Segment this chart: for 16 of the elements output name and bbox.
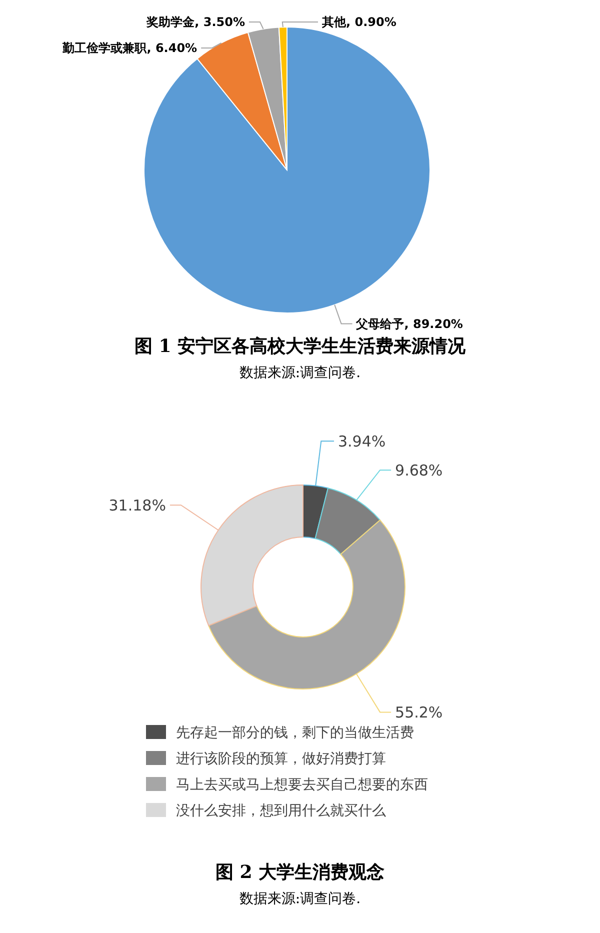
slice-label: 奖助学金, 3.50% xyxy=(146,15,245,30)
slice-label: 勤工俭学或兼职, 6.40% xyxy=(62,41,198,56)
slice-label: 其他, 0.90% xyxy=(321,15,396,30)
text: 图 2 大学生消费观念 xyxy=(215,862,385,883)
legend-label: 进行该阶段的预算，做好消费打算 xyxy=(176,750,386,767)
legend-label: 马上去买或马上想要去买自己想要的东西 xyxy=(176,776,428,793)
legend-label: 没什么安排，想到用什么就买什么 xyxy=(176,802,386,819)
data-label: 31.18% xyxy=(108,496,166,514)
source-note: 数据来源:调查问卷. xyxy=(239,365,361,381)
data-label: 9.68% xyxy=(395,461,443,480)
source-note: 数据来源:调查问卷. xyxy=(239,891,361,907)
data-label: 55.2% xyxy=(395,703,443,722)
legend-label: 先存起一部分的钱，剩下的当做生活费 xyxy=(176,724,414,741)
slice-label: 父母给予, 89.20% xyxy=(355,316,463,331)
data-label: 3.94% xyxy=(338,432,386,450)
text: 图 1 安宁区各高校大学生生活费来源情况 xyxy=(134,336,467,357)
